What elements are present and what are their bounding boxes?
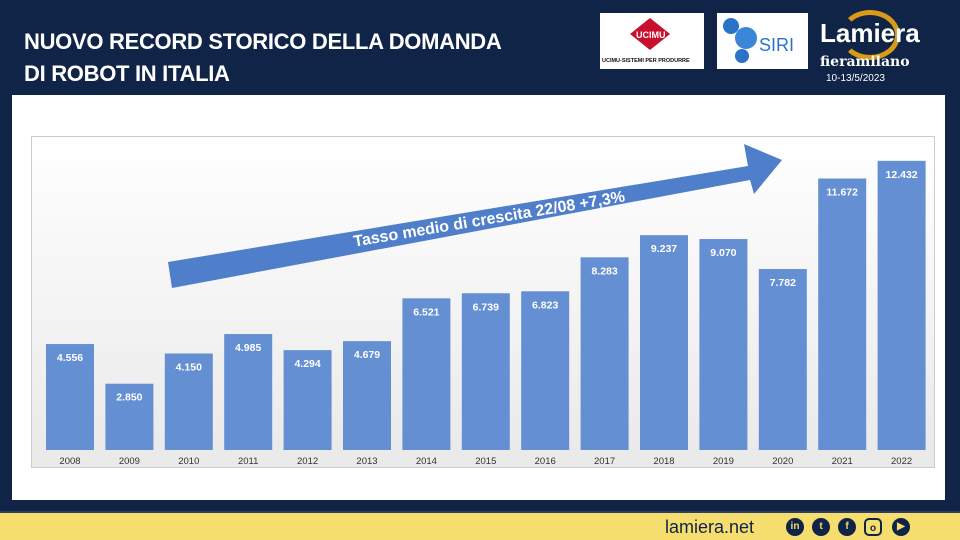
footer: lamiera.net in t f o ▶ — [0, 511, 960, 540]
data-label: 2.850 — [116, 392, 142, 404]
x-tick-label: 2009 — [119, 456, 140, 467]
data-label: 4.150 — [176, 361, 202, 373]
x-tick-label: 2018 — [653, 456, 674, 467]
bar-2011 — [224, 334, 273, 450]
ucimu-logo-subtext: UCIMU-SISTEMI PER PRODURRE — [602, 58, 690, 64]
linkedin-icon[interactable]: in — [786, 518, 804, 536]
x-tick-label: 2011 — [238, 456, 258, 467]
data-label: 6.521 — [413, 306, 439, 318]
x-tick-label: 2019 — [713, 456, 734, 467]
twitter-icon[interactable]: t — [812, 518, 830, 536]
data-label: 4.985 — [235, 342, 261, 354]
x-tick-label: 2012 — [297, 456, 318, 467]
bar-2012 — [283, 350, 332, 450]
data-label: 4.294 — [294, 358, 320, 370]
data-label: 9.070 — [710, 247, 736, 259]
bar-2014 — [402, 298, 451, 450]
bar-2022 — [877, 160, 926, 450]
bar-2008 — [46, 344, 94, 450]
bar-2019 — [699, 239, 748, 450]
bar-2009 — [105, 383, 154, 450]
instagram-icon[interactable]: o — [864, 518, 882, 536]
x-tick-label: 2008 — [59, 456, 80, 467]
data-label: 4.679 — [354, 349, 380, 361]
website-link[interactable]: lamiera.net — [665, 517, 755, 537]
bar-2010 — [164, 353, 213, 450]
event-date: 10-13/5/2023 — [826, 73, 885, 84]
data-label: 4.556 — [57, 352, 83, 364]
page-title: NUOVO RECORD STORICO DELLA DOMANDA DI RO… — [24, 26, 502, 90]
ucimu-logo: UCIMU UCIMU-SISTEMI PER PRODURRE — [600, 13, 704, 69]
data-label: 9.237 — [651, 243, 677, 255]
data-label: 8.283 — [591, 265, 617, 277]
x-tick-label: 2021 — [832, 456, 853, 467]
ucimu-logo-text: UCIMU — [636, 30, 666, 40]
x-tick-label: 2016 — [535, 456, 556, 467]
siri-logo-text: SIRI — [759, 35, 795, 55]
x-tick-label: 2015 — [475, 456, 496, 467]
lamiera-logo: Lamiera — [820, 18, 920, 48]
data-label: 7.782 — [770, 277, 796, 289]
data-label: 11.672 — [826, 187, 858, 199]
x-tick-label: 2010 — [178, 456, 199, 467]
title-line-2: DI ROBOT IN ITALIA — [24, 61, 230, 86]
data-label: 6.823 — [532, 299, 558, 311]
growth-arrow — [168, 144, 782, 288]
bar-2016 — [521, 291, 570, 450]
bar-2021 — [818, 178, 867, 450]
bar-2015 — [461, 293, 510, 450]
bar-2020 — [758, 268, 807, 450]
x-tick-label: 2014 — [416, 456, 437, 467]
lamiera-ring-icon — [840, 10, 900, 60]
x-tick-label: 2017 — [594, 456, 615, 467]
growth-annotation: Tasso medio di crescita 22/08 +7,3% — [352, 188, 626, 250]
x-tick-label: 2020 — [772, 456, 793, 467]
bar-2018 — [640, 235, 688, 450]
fieramilano-logo: fieramilano — [820, 54, 910, 70]
data-label: 6.739 — [473, 301, 499, 313]
title-line-1: NUOVO RECORD STORICO DELLA DOMANDA — [24, 29, 502, 54]
data-label: 12.432 — [886, 169, 918, 181]
bar-2017 — [580, 257, 629, 450]
youtube-icon[interactable]: ▶ — [892, 518, 910, 536]
siri-logo: SIRI — [717, 13, 808, 69]
bar-2013 — [343, 341, 391, 450]
x-tick-label: 2022 — [891, 456, 912, 467]
facebook-icon[interactable]: f — [838, 518, 856, 536]
x-tick-label: 2013 — [356, 456, 377, 467]
